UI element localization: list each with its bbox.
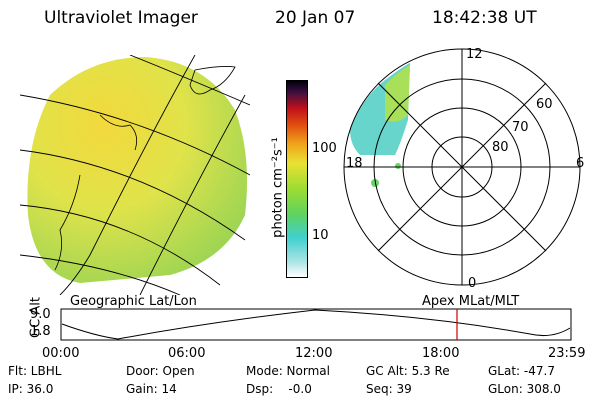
gain-value: Gain: 14 — [126, 382, 177, 396]
grid-line — [129, 55, 250, 106]
aurora-spot — [395, 163, 401, 169]
time-label: 18:42:38 UT — [432, 8, 537, 28]
glat-value: GLat: -47.7 — [488, 364, 555, 378]
coastline — [99, 114, 138, 151]
geographic-image — [20, 55, 250, 295]
mlt-label-6: 6 — [576, 156, 585, 171]
grid-line — [20, 254, 181, 295]
grid-line — [20, 94, 250, 176]
timeline-y-bottom: 1.8 — [30, 324, 51, 339]
colorbar-unit-label: photon cm⁻²s⁻¹ — [270, 137, 286, 238]
timeline-y-top: 9.0 — [30, 307, 51, 322]
polar-plot — [343, 48, 581, 286]
orbit-timeline — [60, 308, 572, 341]
lat-label-80: 80 — [492, 140, 509, 155]
grid-line — [20, 149, 246, 241]
uv-earth-disk — [27, 57, 248, 283]
colorbar — [286, 80, 308, 278]
apex-label: Apex MLat/MLT — [422, 294, 520, 309]
aurora-region — [385, 65, 410, 122]
lat-label-60: 60 — [536, 97, 553, 112]
dsp-value: Dsp: -0.0 — [246, 382, 312, 396]
timeline-tick-3: 18:00 — [422, 346, 460, 361]
date-label: 20 Jan 07 — [275, 8, 356, 28]
grid-line — [139, 94, 246, 295]
geographic-label: Geographic Lat/Lon — [70, 294, 197, 309]
timeline-tick-2: 12:00 — [295, 346, 333, 361]
mlt-label-18: 18 — [346, 156, 363, 171]
mlt-label-12: 12 — [466, 47, 483, 62]
coastline — [54, 174, 81, 271]
ip-value: IP: 36.0 — [8, 382, 54, 396]
colorbar-tick-10: 10 — [312, 228, 329, 243]
colorbar-tick-100: 100 — [312, 141, 337, 156]
mode-value: Mode: Normal — [246, 364, 330, 378]
altitude-curve — [61, 309, 571, 340]
filter-value: Flt: LBHL — [8, 364, 62, 378]
timeline-tick-4: 23:59 — [548, 346, 586, 361]
timeline-tick-1: 06:00 — [168, 346, 206, 361]
door-value: Door: Open — [126, 364, 195, 378]
grid-line — [20, 204, 221, 286]
seq-value: Seq: 39 — [366, 382, 412, 396]
timeline-tick-0: 00:00 — [42, 346, 80, 361]
lat-label-70: 70 — [512, 120, 529, 135]
mlt-label-0: 0 — [468, 276, 477, 291]
glon-value: GLon: 308.0 — [488, 382, 561, 396]
grid-line — [59, 55, 196, 295]
coastline — [189, 66, 236, 95]
gc-alt-value: GC Alt: 5.3 Re — [366, 364, 450, 378]
mlt-spoke — [377, 82, 547, 252]
instrument-title: Ultraviolet Imager — [44, 8, 198, 28]
